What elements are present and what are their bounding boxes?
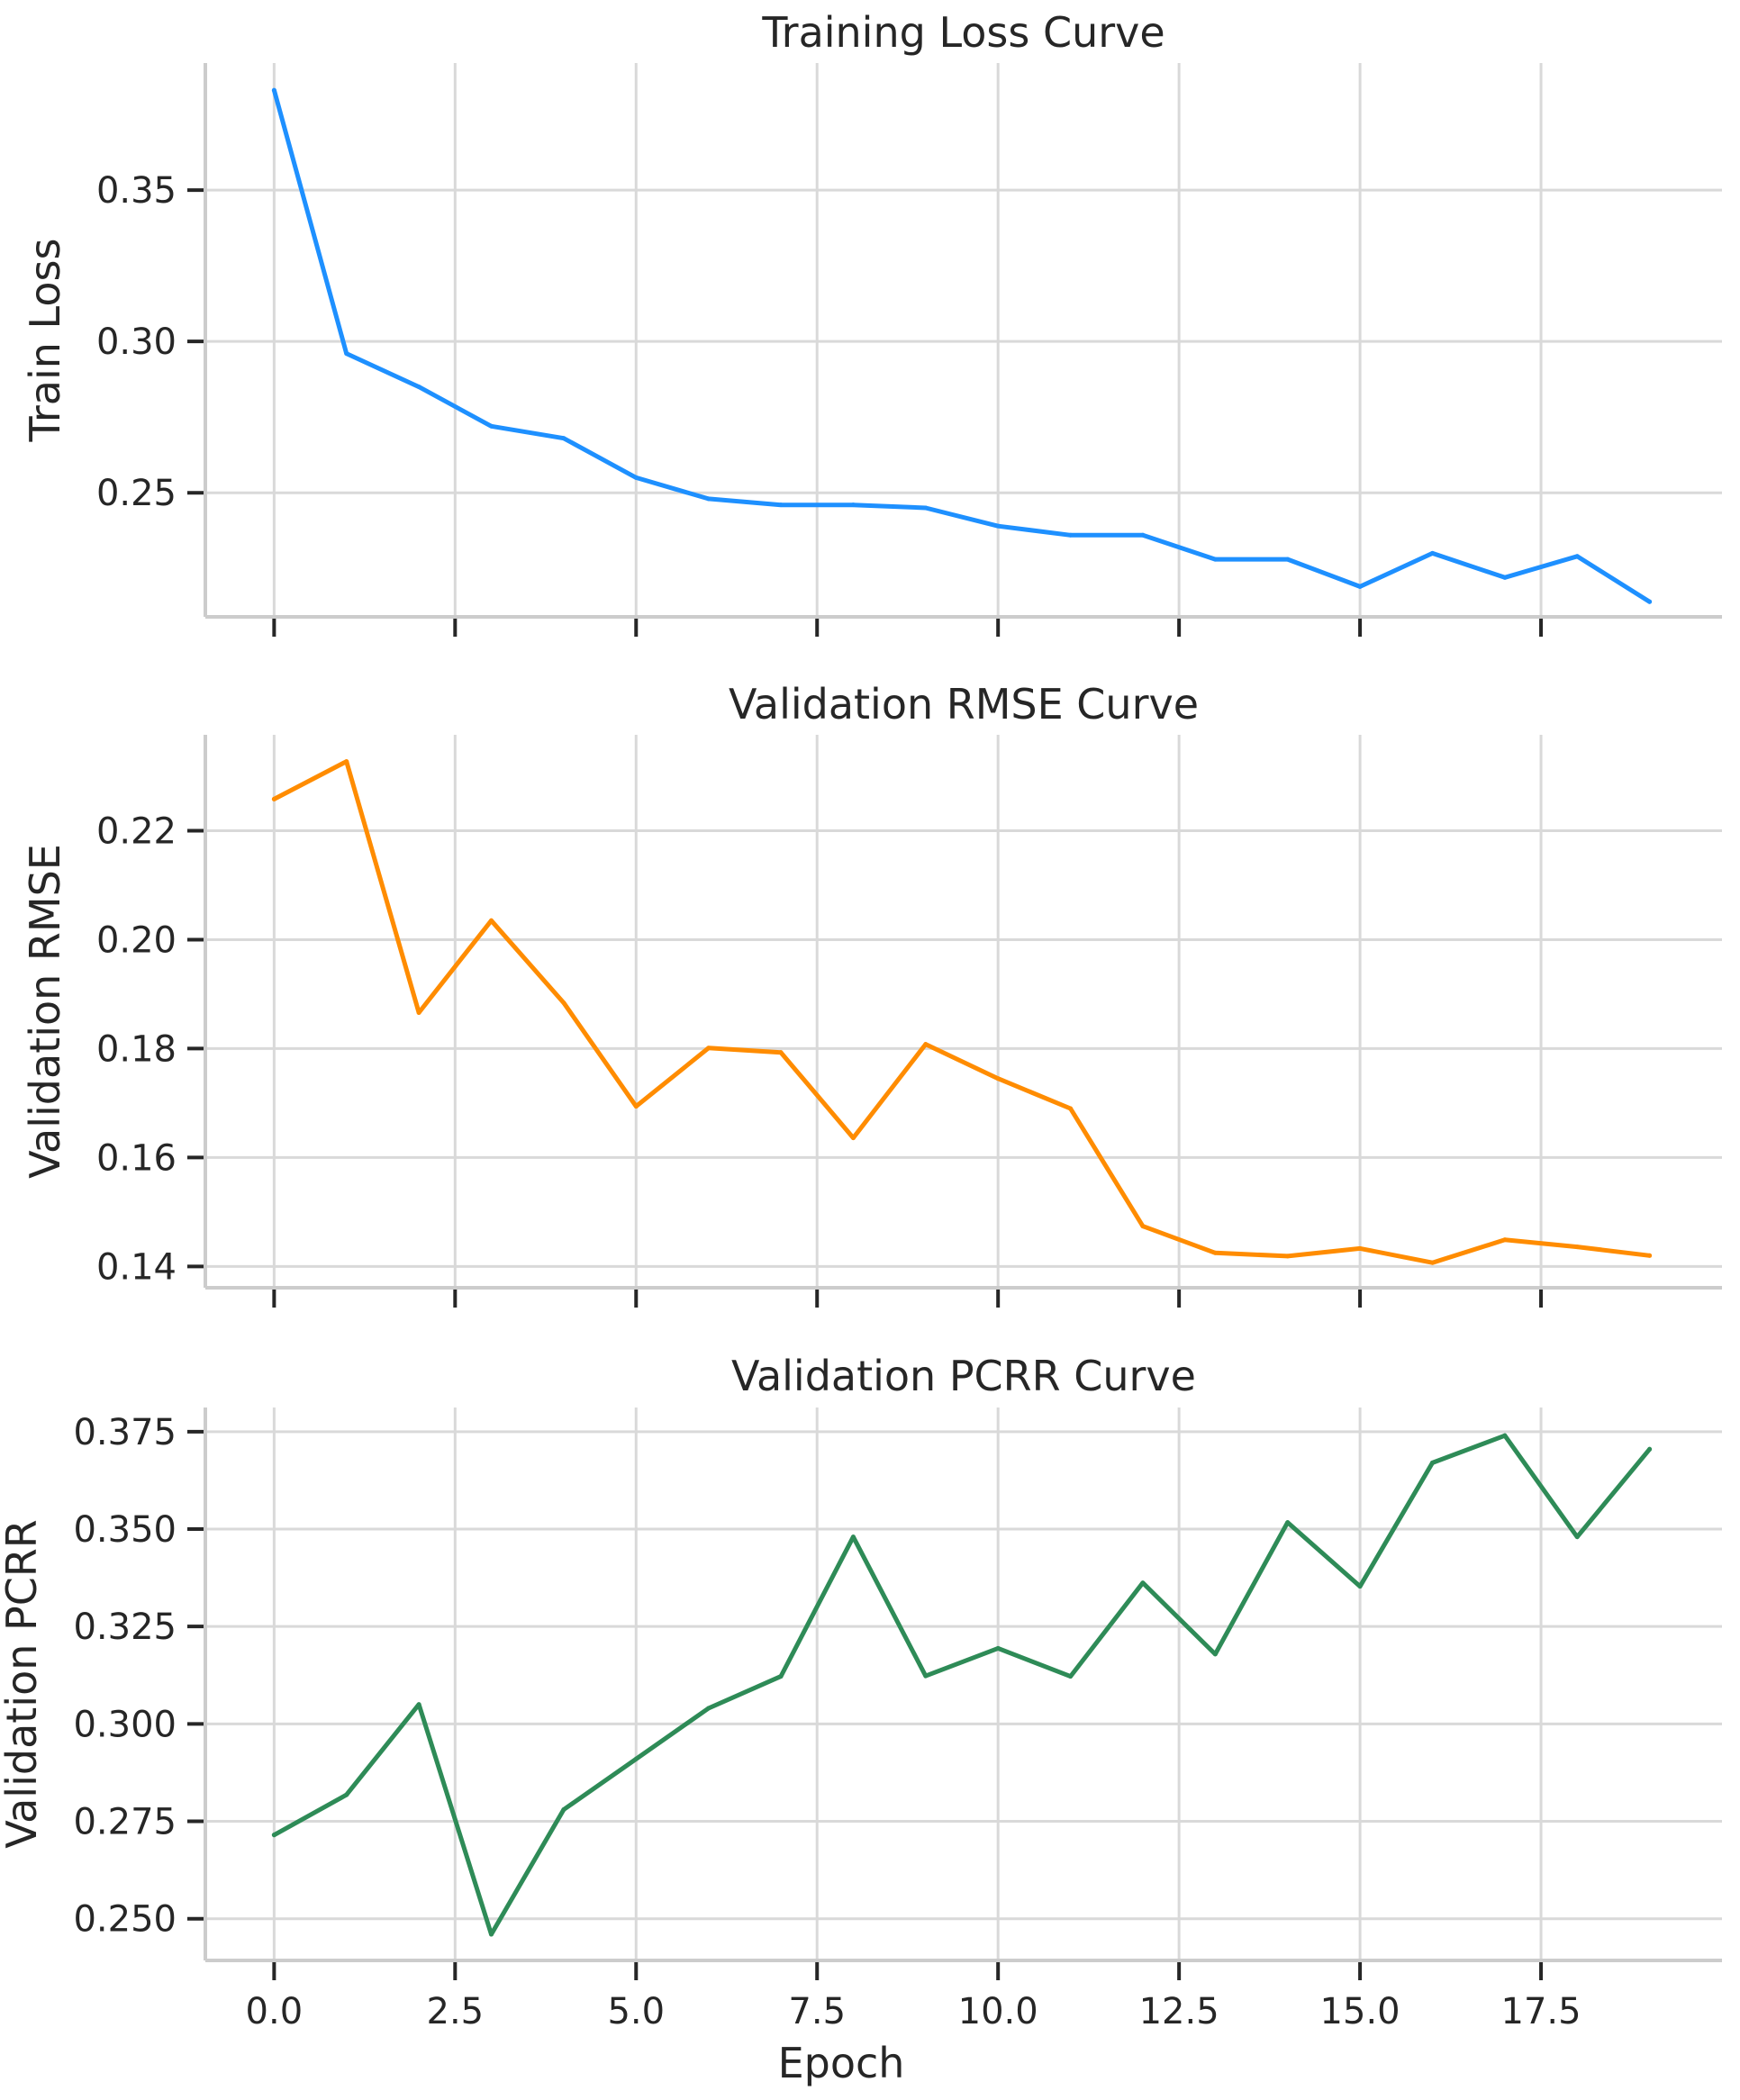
data-point (271, 1833, 276, 1838)
data-point (778, 1050, 784, 1055)
y-tick-label: 0.20 (96, 919, 177, 961)
data-point (850, 502, 856, 508)
y-tick-label: 0.325 (73, 1607, 177, 1648)
data-point (489, 1932, 494, 1937)
data-point (1574, 1245, 1580, 1250)
data-point (344, 759, 349, 765)
data-point (1140, 1580, 1146, 1586)
series-line (271, 1433, 1653, 1937)
data-point (1647, 1253, 1653, 1258)
data-point (1140, 532, 1146, 538)
data-point (706, 496, 711, 502)
chart-panel-3: 0.250 0.275 0.300 0.325 0.350 0.375 0.0 2.5 5.0 7… (0, 1352, 1722, 2087)
data-point (344, 1792, 349, 1797)
data-point (561, 1000, 566, 1006)
x-tick-label: 17.5 (1501, 1991, 1581, 2032)
data-point (1357, 1584, 1363, 1589)
y-tick-label: 0.14 (96, 1246, 177, 1288)
data-point (416, 385, 421, 390)
data-point (923, 505, 929, 511)
data-point (1647, 1446, 1653, 1452)
x-tick-label: 5.0 (607, 1991, 665, 2032)
y-tick-label: 0.22 (96, 810, 177, 852)
data-point (1140, 1224, 1146, 1229)
y-tick-label: 0.250 (73, 1899, 177, 1941)
data-point (923, 1042, 929, 1047)
data-point (416, 1010, 421, 1016)
chart-panel-2: 0.14 0.16 0.18 0.20 0.22 Validation RMSE Curv… (21, 680, 1722, 1308)
data-point (1068, 532, 1074, 538)
data-point (1429, 1260, 1435, 1265)
data-point (1068, 1674, 1074, 1679)
data-point (633, 1104, 639, 1109)
data-point (1429, 1460, 1435, 1465)
data-point (1212, 1250, 1218, 1255)
data-point (778, 1674, 784, 1679)
chart-title: Training Loss Curve (761, 8, 1165, 57)
data-point (561, 436, 566, 441)
data-point (1285, 557, 1291, 562)
data-point (1285, 1254, 1291, 1259)
chart-title: Validation PCRR Curve (731, 1352, 1196, 1400)
data-point (1068, 1106, 1074, 1111)
y-axis-label: Validation RMSE (21, 844, 69, 1179)
data-point (1647, 599, 1653, 604)
data-point (1502, 1237, 1508, 1243)
data-point (271, 796, 276, 801)
series-line (271, 87, 1653, 604)
data-point (1212, 1652, 1218, 1657)
data-point (633, 1756, 639, 1761)
data-point (1502, 1433, 1508, 1438)
data-point (706, 1706, 711, 1711)
x-tick-label: 15.0 (1320, 1991, 1400, 2032)
data-point (1429, 550, 1435, 556)
x-tick-label: 2.5 (427, 1991, 485, 2032)
data-point (923, 1673, 929, 1679)
y-tick-label: 0.35 (96, 170, 177, 212)
series-line (271, 759, 1653, 1265)
y-tick-label: 0.300 (73, 1704, 177, 1745)
data-point (416, 1702, 421, 1707)
y-tick-label: 0.375 (73, 1412, 177, 1453)
chart-panel-1: 0.25 0.30 0.35 Training Loss Curve Train Los… (21, 8, 1722, 637)
y-tick-label: 0.25 (96, 473, 177, 514)
data-point (706, 1045, 711, 1051)
data-point (633, 475, 639, 480)
y-tick-label: 0.350 (73, 1509, 177, 1551)
data-point (1574, 554, 1580, 559)
data-point (995, 1076, 1001, 1082)
data-point (1357, 1245, 1363, 1251)
data-point (271, 87, 276, 93)
data-point (850, 1534, 856, 1540)
data-point (344, 351, 349, 357)
y-tick-label: 0.16 (96, 1137, 177, 1179)
data-point (1574, 1534, 1580, 1540)
data-point (1357, 584, 1363, 589)
data-point (995, 523, 1001, 529)
data-point (995, 1645, 1001, 1651)
data-point (850, 1136, 856, 1141)
x-tick-label: 0.0 (246, 1991, 304, 2032)
y-tick-label: 0.30 (96, 321, 177, 363)
data-point (1502, 575, 1508, 580)
y-tick-label: 0.275 (73, 1802, 177, 1843)
data-point (1285, 1520, 1291, 1525)
data-point (561, 1807, 566, 1813)
data-point (489, 918, 494, 923)
y-tick-label: 0.18 (96, 1028, 177, 1070)
x-tick-label: 12.5 (1139, 1991, 1219, 2032)
data-point (778, 502, 784, 508)
data-point (489, 423, 494, 429)
x-tick-label: 10.0 (958, 1991, 1038, 2032)
data-point (1212, 557, 1218, 562)
y-axis-label: Validation PCRR (0, 1519, 46, 1849)
y-axis-label: Train Loss (21, 239, 69, 443)
x-axis-label: Epoch (778, 2039, 905, 2087)
chart-title: Validation RMSE Curve (729, 680, 1199, 729)
x-tick-label: 7.5 (788, 1991, 846, 2032)
